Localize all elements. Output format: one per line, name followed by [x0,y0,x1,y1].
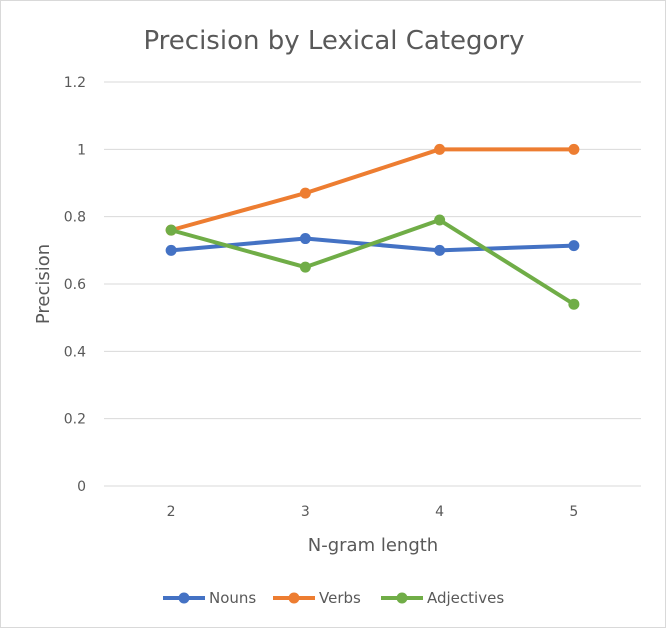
y-tick-label: 0.8 [64,210,86,226]
data-point [568,240,580,252]
data-point [299,233,311,245]
y-tick-label: 0 [77,479,86,495]
x-tick-label: 4 [435,504,444,520]
y-axis-title: Precision [33,244,54,324]
y-tick-label: 0.6 [64,277,86,293]
x-axis-ticks: 2 3 4 5 [167,504,579,520]
x-tick-label: 5 [569,504,578,520]
chart-title: Precision by Lexical Category [143,26,524,56]
data-point [434,244,446,256]
data-point [434,143,446,155]
data-point [299,261,311,273]
data-point [568,298,580,310]
legend-label: Verbs [319,589,361,607]
series-line [169,218,576,307]
x-tick-label: 3 [301,504,310,520]
series-verbs [165,143,580,236]
legend-swatch-marker [396,592,408,604]
grid-lines [104,81,641,487]
series-line [169,147,576,233]
data-point [165,224,177,236]
legend-label: Adjectives [427,589,504,607]
legend-item: Verbs [273,589,361,607]
y-tick-label: 0.4 [64,344,86,360]
legend-swatch-marker [178,592,190,604]
legend-item: Adjectives [381,589,504,607]
x-tick-label: 2 [167,504,176,520]
legend-label: Nouns [209,589,256,607]
x-axis-title: N-gram length [308,535,438,556]
y-tick-label: 1.2 [64,75,86,91]
legend-item: Nouns [163,589,256,607]
legend-swatch-marker [288,592,300,604]
y-tick-label: 0.2 [64,412,86,428]
data-point [434,214,446,226]
legend: Nouns Verbs Adjectives [163,589,504,607]
series-adjectives [165,214,580,310]
data-point [299,187,311,199]
data-point [165,244,177,256]
series-lines [165,143,580,310]
data-point [568,143,580,155]
y-axis-ticks: 0 0.2 0.4 0.6 0.8 1 1.2 [64,75,86,495]
y-tick-label: 1 [77,142,86,158]
